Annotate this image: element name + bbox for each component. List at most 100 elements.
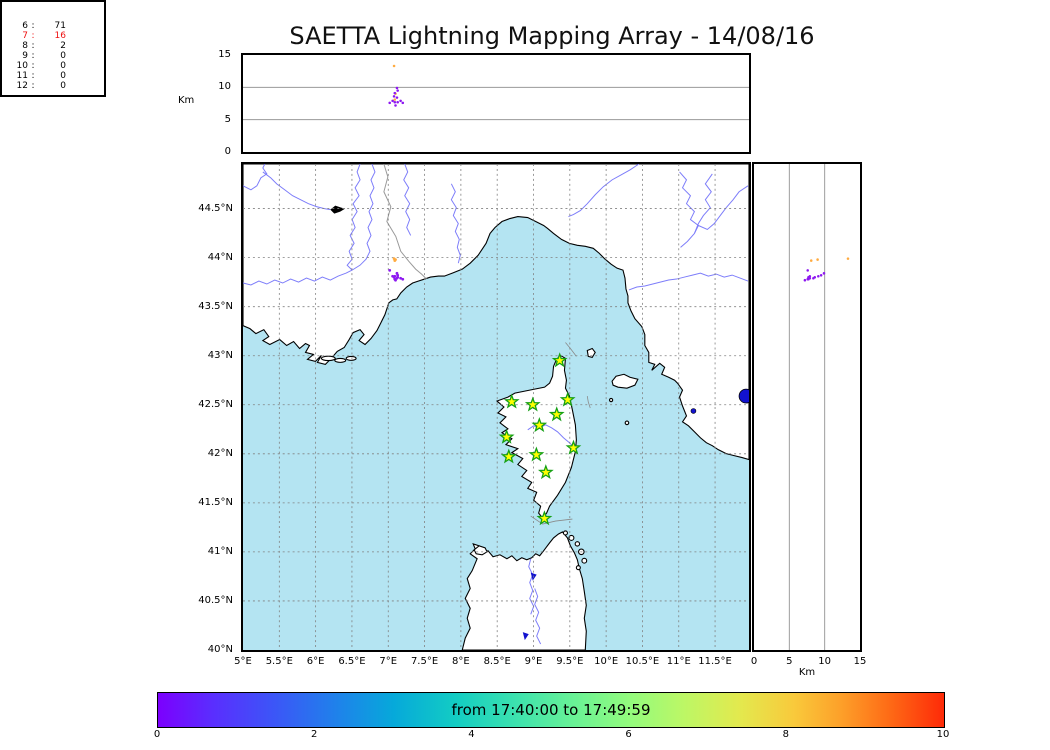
lightning-source-dot — [393, 100, 397, 104]
lightning-source-dot — [392, 64, 396, 68]
map-gridlines — [243, 164, 749, 650]
maddalena-islet — [581, 557, 588, 564]
alt-vs-lon-panel — [241, 53, 751, 154]
colorbar-tick: 8 — [782, 729, 789, 740]
station-count-row: 9: 0 — [2, 51, 104, 61]
lightning-source-dot — [393, 98, 397, 101]
station-count: 2 — [60, 41, 66, 51]
map-lon-tick: 7.5°E — [410, 656, 439, 667]
map-lat-tick: 41°N — [207, 545, 233, 557]
country-border — [383, 164, 427, 280]
map-lon-tick: 5.5°E — [265, 656, 293, 667]
station-count: 0 — [60, 51, 66, 61]
map-lat-tick: 44.5°N — [198, 202, 233, 214]
lightning-sources-map — [388, 257, 405, 282]
lightning-source-dot — [806, 277, 809, 281]
elba-island — [611, 373, 639, 389]
station-count-row: 10: 0 — [2, 61, 104, 71]
lightning-source-dot — [846, 257, 850, 260]
right-panel-xtick: 5 — [786, 656, 793, 667]
lightning-source-dot — [395, 86, 399, 90]
map-lon-tick: 9.5°E — [556, 656, 584, 667]
separator: : — [31, 51, 35, 61]
bolsena-lake — [738, 388, 749, 404]
map-lon-tick: 6.5°E — [338, 656, 366, 667]
station-level: 12 — [16, 81, 28, 91]
station-count: 0 — [60, 71, 66, 81]
colorbar-label: from 17:40:00 to 17:49:59 — [451, 701, 651, 719]
lma-station-star — [536, 510, 553, 526]
separator: : — [31, 81, 35, 91]
montecristo-islet — [624, 420, 630, 426]
station-level: 8 — [22, 41, 28, 51]
map-lat-tick: 41.5°N — [198, 496, 233, 508]
rivers — [243, 164, 749, 645]
lightning-source-dot — [399, 99, 402, 103]
lightning-source-dot — [396, 89, 399, 92]
station-count-row: 8: 2 — [2, 41, 104, 51]
map-lon-tick: 6°E — [306, 656, 325, 667]
lightning-source-dot — [822, 272, 826, 275]
corsica-island — [495, 354, 577, 519]
lightning-source-dot — [817, 274, 820, 278]
separator: : — [31, 61, 35, 71]
lightning-source-dot — [391, 274, 394, 278]
map-lat-tick: 40°N — [207, 644, 233, 655]
lightning-source-dot — [396, 100, 399, 104]
station-count: 16 — [54, 31, 66, 41]
lightning-source-dot — [391, 99, 394, 103]
station-count-table: 6: 71 7: 16 8: 2 9: 0 10: 0 11: 0 12: 0 — [0, 0, 106, 97]
station-level: 6 — [22, 21, 28, 31]
top-panel-ytick: 10 — [218, 81, 231, 93]
lightning-source-dot — [816, 258, 819, 261]
colorbar-tick: 4 — [468, 729, 475, 740]
alt-vs-lat-panel — [752, 162, 862, 652]
capraia-island — [586, 347, 596, 359]
lightning-source-dot — [819, 273, 823, 277]
right-panel-xtick: 10 — [818, 656, 832, 667]
lightning-source-dot — [394, 104, 397, 107]
map-plot — [243, 164, 749, 650]
lightning-source-dot — [803, 278, 807, 282]
separator: : — [31, 31, 35, 41]
station-count: 71 — [54, 21, 66, 31]
map-lon-tick: 10°E — [594, 656, 619, 667]
separator: : — [31, 71, 35, 81]
lma-station-star — [528, 446, 545, 462]
lightning-source-dot — [808, 276, 812, 280]
lma-station-star — [500, 448, 517, 464]
lightning-source-dot — [809, 259, 813, 262]
lightning-source-dot — [392, 95, 396, 98]
sardinia-lake — [522, 632, 529, 641]
lma-station-star — [524, 396, 541, 412]
orbetello-lagoon — [690, 408, 697, 414]
time-colorbar: from 17:40:00 to 17:49:59 — [157, 692, 945, 728]
lightning-source-dot — [388, 101, 391, 105]
lma-stations — [498, 352, 582, 526]
lma-station-star — [537, 464, 554, 480]
right-panel-xlabel: Km — [798, 667, 816, 678]
top-panel-ytick: 15 — [218, 49, 231, 60]
lightning-source-dot — [394, 278, 397, 282]
station-level: 10 — [16, 61, 28, 71]
lma-station-star — [531, 417, 548, 433]
station-level: 11 — [16, 71, 28, 81]
colorbar-tick: 0 — [153, 729, 161, 740]
lightning-source-dot — [399, 276, 402, 280]
lma-station-star — [503, 393, 520, 409]
station-count: 0 — [60, 81, 66, 91]
figure-title: SAETTA Lightning Mapping Array - 14/08/1… — [289, 22, 815, 50]
lightning-source-dot — [394, 258, 397, 261]
colorbar-tick: 2 — [311, 729, 318, 740]
right-panel-xtick: 15 — [853, 656, 867, 667]
lma-station-star — [548, 406, 565, 422]
map-lat-tick: 40.5°N — [198, 594, 233, 606]
lightning-source-dot — [812, 276, 815, 280]
port-cros-island — [334, 357, 347, 363]
top-panel-ytick: 0 — [224, 146, 231, 157]
station-count-row: 6: 71 — [2, 21, 104, 31]
right-panel-xtick: 0 — [750, 656, 758, 667]
lma-station-star — [498, 428, 515, 444]
lma-station-star — [551, 352, 568, 368]
map-lon-tick: 9°E — [524, 656, 543, 667]
